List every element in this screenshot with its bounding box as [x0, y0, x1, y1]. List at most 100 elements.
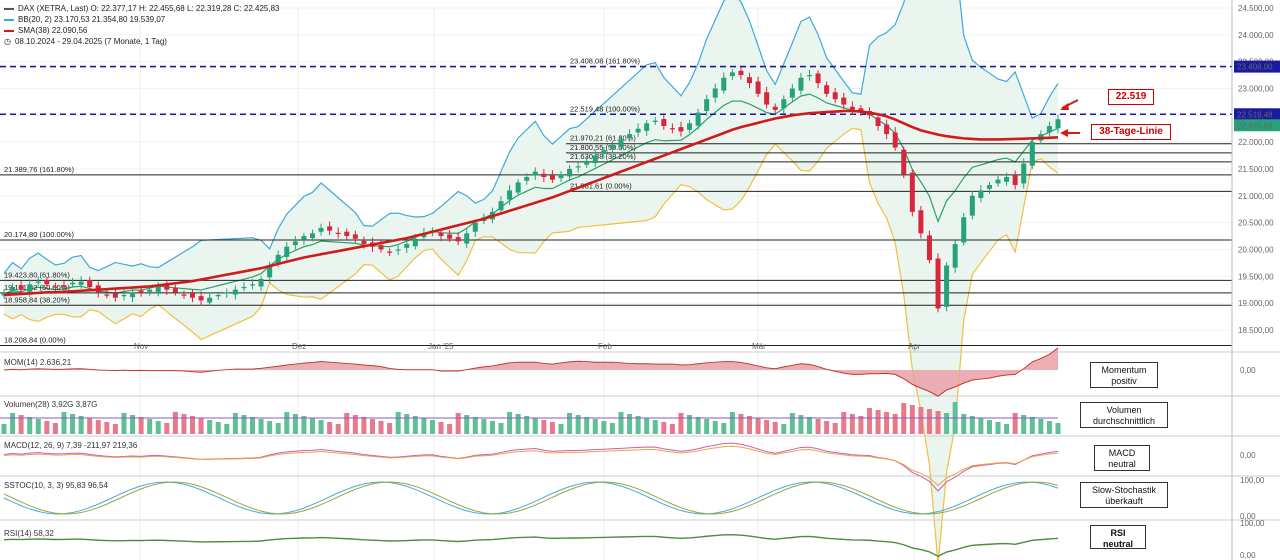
sma-arrowhead [1060, 129, 1068, 137]
volume-bar [832, 423, 838, 434]
y-axis: 24.500,0024.000,0023.500,0023.000,0022.5… [1231, 0, 1280, 560]
volume-bar [429, 420, 435, 434]
x-tick-label: Feb [598, 342, 612, 351]
volume-bar [704, 419, 710, 434]
x-tick-label: Apr [908, 342, 921, 351]
fib-label: 19.423,80 (61.80%) [4, 270, 70, 279]
candle-body [138, 290, 144, 294]
volume-bar [1021, 415, 1027, 434]
volume-bar [155, 421, 161, 434]
candle-body [789, 88, 795, 98]
candle-body [395, 249, 401, 251]
volume-bar [164, 423, 170, 434]
volume-bar [292, 414, 298, 434]
volume-bar [412, 416, 418, 434]
candle-body [687, 123, 693, 130]
volume-bar [309, 418, 315, 434]
volume-bar [678, 413, 684, 434]
candle-body [61, 285, 67, 287]
candle-body [455, 237, 461, 242]
candle-body [378, 245, 384, 250]
candle-body [198, 296, 204, 301]
volume-bar [232, 413, 238, 434]
volume-bar [35, 419, 41, 434]
candle-body [609, 144, 615, 149]
rsi-line [3, 533, 1059, 557]
candle-body [498, 201, 504, 211]
volume-bar [558, 424, 564, 434]
candle-body [952, 244, 958, 268]
candle-body [806, 75, 812, 77]
candle-body [10, 286, 16, 291]
volume-bar [190, 416, 196, 434]
candle-body [224, 292, 230, 294]
candle-body [592, 155, 598, 164]
candle-body [635, 128, 641, 133]
candle-body [669, 128, 675, 130]
volume-bar [764, 420, 770, 434]
y-tick-label: 18.500,00 [1238, 326, 1274, 335]
volume-bar [841, 412, 847, 434]
candle-body [181, 294, 187, 296]
legend-dax: DAX (XETRA, Last) O: 22.377,17 H: 22.455… [18, 4, 280, 13]
volume-bar [438, 422, 444, 434]
candle-body [361, 240, 367, 245]
volume-bar [755, 418, 761, 434]
volume-bar [601, 421, 607, 434]
candle-body [575, 166, 581, 168]
volume-bar [147, 419, 153, 434]
x-tick-label: Dez [292, 342, 306, 351]
volume-bar [172, 412, 178, 434]
candle-body [558, 174, 564, 179]
volume-bar [884, 412, 890, 434]
bb-upper [3, 0, 1059, 274]
volume-bar [567, 413, 573, 434]
candle-body [901, 149, 907, 175]
candle-body [738, 70, 744, 76]
fib-label: 18.958,84 (38.20%) [4, 295, 70, 304]
fib-label: 21.630,88 (38.20%) [570, 152, 636, 161]
volume-bar [44, 421, 50, 434]
candle-body [532, 171, 538, 176]
candle-body [232, 289, 238, 295]
volume-bar [481, 419, 487, 434]
volume-bar [18, 415, 24, 434]
candle-body [78, 281, 84, 285]
candle-body [618, 139, 624, 147]
bollinger-bands [3, 0, 1059, 560]
volume-bar [961, 414, 967, 434]
candle-body [549, 175, 555, 180]
volume-bar [87, 418, 93, 434]
volume-bar [515, 414, 521, 434]
volume-bar [198, 418, 204, 434]
volume-bar [944, 413, 950, 434]
y-tick-label: 24.500,00 [1238, 4, 1274, 13]
x-tick-label: Jan '25 [428, 342, 454, 351]
candle-body [147, 289, 153, 292]
x-tick-label: Nov [134, 342, 148, 351]
candle-body [986, 185, 992, 189]
volume-bar [978, 418, 984, 434]
candle-body [292, 241, 298, 246]
candle-body [164, 285, 170, 290]
volume-bar [112, 424, 118, 434]
price-tag [1234, 108, 1280, 121]
volume-bar [472, 417, 478, 434]
volume-bar [815, 419, 821, 434]
candle-body [824, 85, 830, 94]
volume-bar [104, 422, 110, 434]
candle-body [849, 106, 855, 110]
candle-body [18, 285, 24, 290]
volume-bar [395, 412, 401, 434]
candle-body [627, 134, 633, 138]
price-tag-label: 23.408,00 [1237, 63, 1273, 72]
candle-body [275, 254, 281, 264]
legend-range: 08.10.2024 - 29.04.2025 (7 Monate, 1 Tag… [14, 37, 167, 46]
candle-body [309, 233, 315, 239]
volume-bar [789, 413, 795, 434]
volume-bar [627, 414, 633, 434]
macd-zero: 0,00 [1240, 451, 1256, 460]
rsi-0: 0,00 [1240, 551, 1256, 560]
momentum-area [4, 347, 1058, 397]
candle-body [524, 177, 530, 181]
